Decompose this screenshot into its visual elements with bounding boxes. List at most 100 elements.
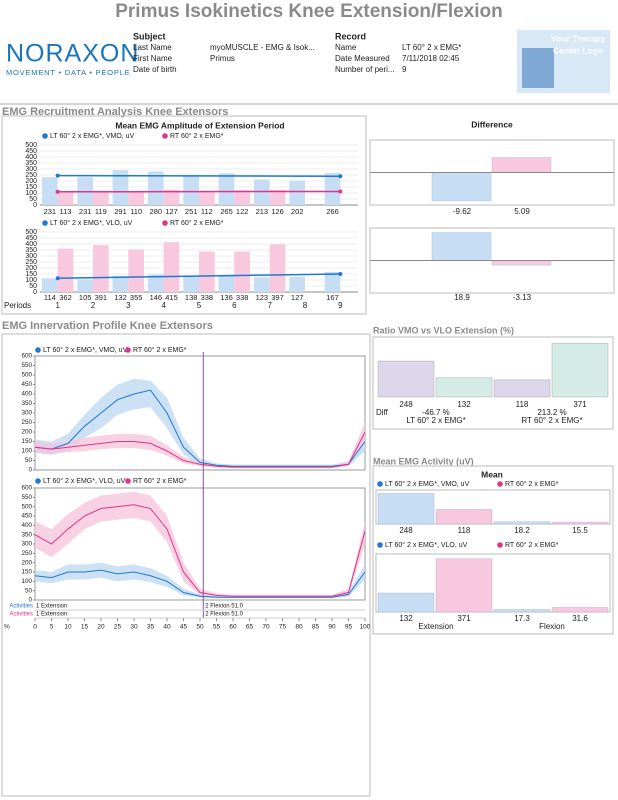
trend-point [338,189,343,194]
y-tick-label: 250 [21,419,32,426]
y-tick-label: 500 [21,503,32,510]
field-value: LT 60° 2 x EMG* [402,43,461,52]
bar [289,276,305,292]
y-tick-label: 150 [25,184,37,191]
legend-label: LT 60° 2 x EMG*, VLO, uV [50,219,133,227]
value-label: 138 [185,293,198,302]
bar [183,275,199,292]
value-label: 126 [271,207,284,216]
value-label: -3.13 [513,293,532,302]
y-tick-label: 250 [25,172,37,179]
value-label: 122 [236,207,249,216]
x-tick-label: 50 [196,624,204,631]
y-tick-label: 0 [28,467,32,474]
bar [435,377,493,398]
value-label: 18.2 [514,526,530,535]
logo-image [522,48,554,88]
bar [199,251,215,292]
value-label: -9.62 [453,207,472,216]
trend-point [338,174,343,179]
bar [377,592,435,613]
legend-label: RT 60° 2 x EMG* [505,480,559,488]
x-tick-label: 30 [130,624,138,631]
legend-label: RT 60° 2 x EMG* [170,219,224,227]
bar [551,521,609,525]
x-tick-label: 10 [64,624,72,631]
legend-marker [42,220,48,226]
y-tick-label: 450 [21,513,32,520]
diff-value: 213.2 % [537,408,566,417]
activity-item: 2 Flexion 51.0 [205,604,243,610]
value-label: 113 [60,207,72,216]
logo-text: Center Logo [553,45,603,55]
x-tick-label: 55 [213,624,221,631]
value-label: 127 [165,207,178,216]
x-tick-label: 4 [161,301,166,310]
bar [42,177,58,205]
value-label: 266 [326,207,339,216]
x-tick-label: 70 [262,624,270,631]
bar [148,171,164,205]
legend-label: LT 60° 2 x EMG*, VLO, uV [43,477,126,485]
legend-marker [377,542,383,548]
y-tick-label: 400 [25,241,37,248]
y-tick-label: 350 [25,160,37,167]
bar [57,248,74,292]
diff-value: -46.7 % [422,408,450,417]
band [35,562,365,599]
x-tick-label: 2 [91,301,96,310]
value-label: 338 [236,293,249,302]
group-label: RT 60° 2 x EMG* [521,416,582,425]
legend-marker [35,478,41,484]
bar [112,276,129,292]
field-label: Date Measured [335,54,390,63]
bar [431,172,492,202]
legend-marker [42,133,48,139]
bar [431,232,492,261]
y-tick-label: 400 [25,154,37,161]
y-tick-label: 350 [21,400,32,407]
bar [493,609,551,613]
section-title: EMG Innervation Profile Knee Extensors [2,320,213,332]
bar [551,607,609,613]
y-tick-label: 150 [21,569,32,576]
legend-label: LT 60° 2 x EMG*, VLO, uV [385,541,468,549]
y-tick-label: 550 [21,494,32,501]
bar [234,190,250,205]
panel [1,333,371,797]
y-tick-label: 500 [25,142,37,149]
x-tick-label: 8 [303,301,308,310]
y-tick-label: 450 [25,235,37,242]
bar [112,170,129,205]
chart-title: Mean [481,469,503,479]
tagline: MOVEMENT • DATA • PEOPLE [6,68,130,77]
y-tick-label: 100 [21,578,32,585]
value-label: 31.6 [572,614,588,623]
legend-marker [125,478,131,484]
y-tick-label: 250 [21,550,32,557]
value-label: 362 [59,293,72,302]
x-tick-label: 5 [50,624,54,631]
x-tick-label: 15 [81,624,89,631]
x-tick-label: 35 [147,624,155,631]
legend-label: LT 60° 2 x EMG*, VMO, uV [50,132,135,140]
bar [93,190,109,205]
value-label: 355 [130,293,143,302]
value-label: 213 [256,207,269,216]
x-tick-label: 85 [312,624,320,631]
legend-marker [35,347,41,353]
bar [254,277,270,292]
bar [218,275,235,292]
activity-item: 2 Flexion 51.0 [205,612,243,618]
value-label: 132 [114,293,127,302]
y-tick-label: 0 [28,597,32,604]
value-label: 132 [399,614,413,623]
bar [269,189,286,205]
value-label: 118 [516,400,529,409]
bar [493,379,551,398]
x-tick-label: 7 [267,301,272,310]
bar [491,157,552,173]
bar [128,249,144,292]
y-tick-label: 500 [21,372,32,379]
field-value: 7/11/2018 02:45 [402,54,460,63]
